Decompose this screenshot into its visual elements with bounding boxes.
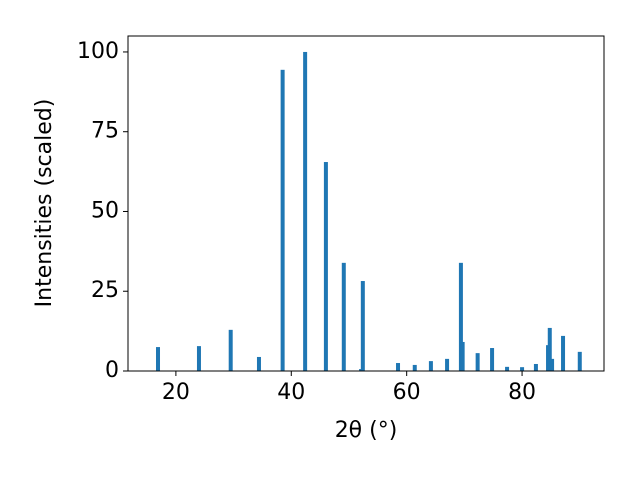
bar xyxy=(280,69,285,372)
y-tick-label: 100 xyxy=(77,39,119,64)
bar xyxy=(303,51,308,371)
bar xyxy=(228,329,233,371)
bar xyxy=(428,361,433,371)
bar xyxy=(412,364,417,371)
bar xyxy=(520,367,525,371)
bar xyxy=(533,363,538,371)
bar xyxy=(323,162,328,371)
bar xyxy=(550,358,555,371)
bar xyxy=(561,335,566,371)
bar xyxy=(577,351,582,371)
x-tick-label: 20 xyxy=(162,380,190,405)
x-axis-label: 2θ (°) xyxy=(335,418,398,443)
y-tick-label: 75 xyxy=(91,119,119,144)
bar xyxy=(547,327,552,371)
plot-frame xyxy=(127,35,605,372)
bar xyxy=(256,356,261,371)
y-tick-label: 25 xyxy=(91,278,119,303)
bar xyxy=(475,353,480,371)
bar xyxy=(341,262,346,371)
bar xyxy=(360,281,365,371)
x-tick-label: 40 xyxy=(277,380,305,405)
y-axis-label: Intensities (scaled) xyxy=(32,99,57,308)
bar xyxy=(490,348,495,371)
bar xyxy=(156,347,161,371)
bar xyxy=(196,346,201,371)
bar xyxy=(460,341,465,371)
y-tick-label: 0 xyxy=(105,358,119,383)
bar xyxy=(505,366,510,371)
x-tick-label: 60 xyxy=(393,380,421,405)
bar xyxy=(445,358,450,371)
bar xyxy=(458,262,463,371)
y-tick-label: 50 xyxy=(91,198,119,223)
x-tick-label: 80 xyxy=(508,380,536,405)
bar xyxy=(396,363,401,371)
